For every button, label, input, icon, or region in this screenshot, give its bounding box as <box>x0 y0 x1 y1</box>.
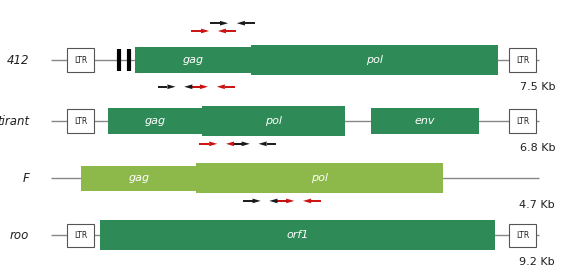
Bar <box>80 166 197 191</box>
Polygon shape <box>303 198 311 203</box>
Text: LTR: LTR <box>516 56 529 65</box>
Bar <box>251 45 498 75</box>
Polygon shape <box>218 29 226 33</box>
Bar <box>202 106 345 136</box>
Polygon shape <box>242 142 250 146</box>
Polygon shape <box>167 84 175 89</box>
Bar <box>509 224 536 247</box>
Bar <box>509 110 536 133</box>
Text: 7.5 Kb: 7.5 Kb <box>519 82 555 92</box>
Polygon shape <box>269 198 278 203</box>
Polygon shape <box>226 142 234 146</box>
Polygon shape <box>200 84 208 89</box>
Text: gag: gag <box>182 55 203 65</box>
Text: env: env <box>415 116 435 126</box>
Text: orf1: orf1 <box>286 230 309 240</box>
Text: 9.2 Kb: 9.2 Kb <box>519 257 555 267</box>
Text: pol: pol <box>265 116 282 126</box>
Polygon shape <box>209 142 217 146</box>
Bar <box>135 47 251 73</box>
Text: gag: gag <box>128 173 149 183</box>
Text: F: F <box>22 172 29 185</box>
Bar <box>100 220 496 250</box>
Text: 6.8 Kb: 6.8 Kb <box>519 142 555 153</box>
Text: 412: 412 <box>6 54 29 67</box>
Polygon shape <box>184 84 192 89</box>
Text: LTR: LTR <box>74 56 87 65</box>
Bar <box>67 49 94 72</box>
Bar <box>108 108 203 134</box>
Polygon shape <box>286 198 294 203</box>
Text: pol: pol <box>311 173 328 183</box>
Bar <box>67 110 94 133</box>
Bar <box>196 163 443 193</box>
Polygon shape <box>201 29 209 33</box>
Polygon shape <box>237 21 245 26</box>
Text: roo: roo <box>10 229 29 242</box>
Polygon shape <box>252 198 261 203</box>
Text: tirant: tirant <box>0 115 29 128</box>
Text: 4.7 Kb: 4.7 Kb <box>519 200 555 209</box>
Text: gag: gag <box>145 116 166 126</box>
Polygon shape <box>217 84 225 89</box>
Text: LTR: LTR <box>516 231 529 240</box>
Bar <box>67 224 94 247</box>
Text: pol: pol <box>366 55 383 65</box>
Bar <box>371 108 479 134</box>
Polygon shape <box>258 142 266 146</box>
Text: LTR: LTR <box>74 117 87 126</box>
Bar <box>509 49 536 72</box>
Text: LTR: LTR <box>516 117 529 126</box>
Text: LTR: LTR <box>74 231 87 240</box>
Polygon shape <box>220 21 228 26</box>
